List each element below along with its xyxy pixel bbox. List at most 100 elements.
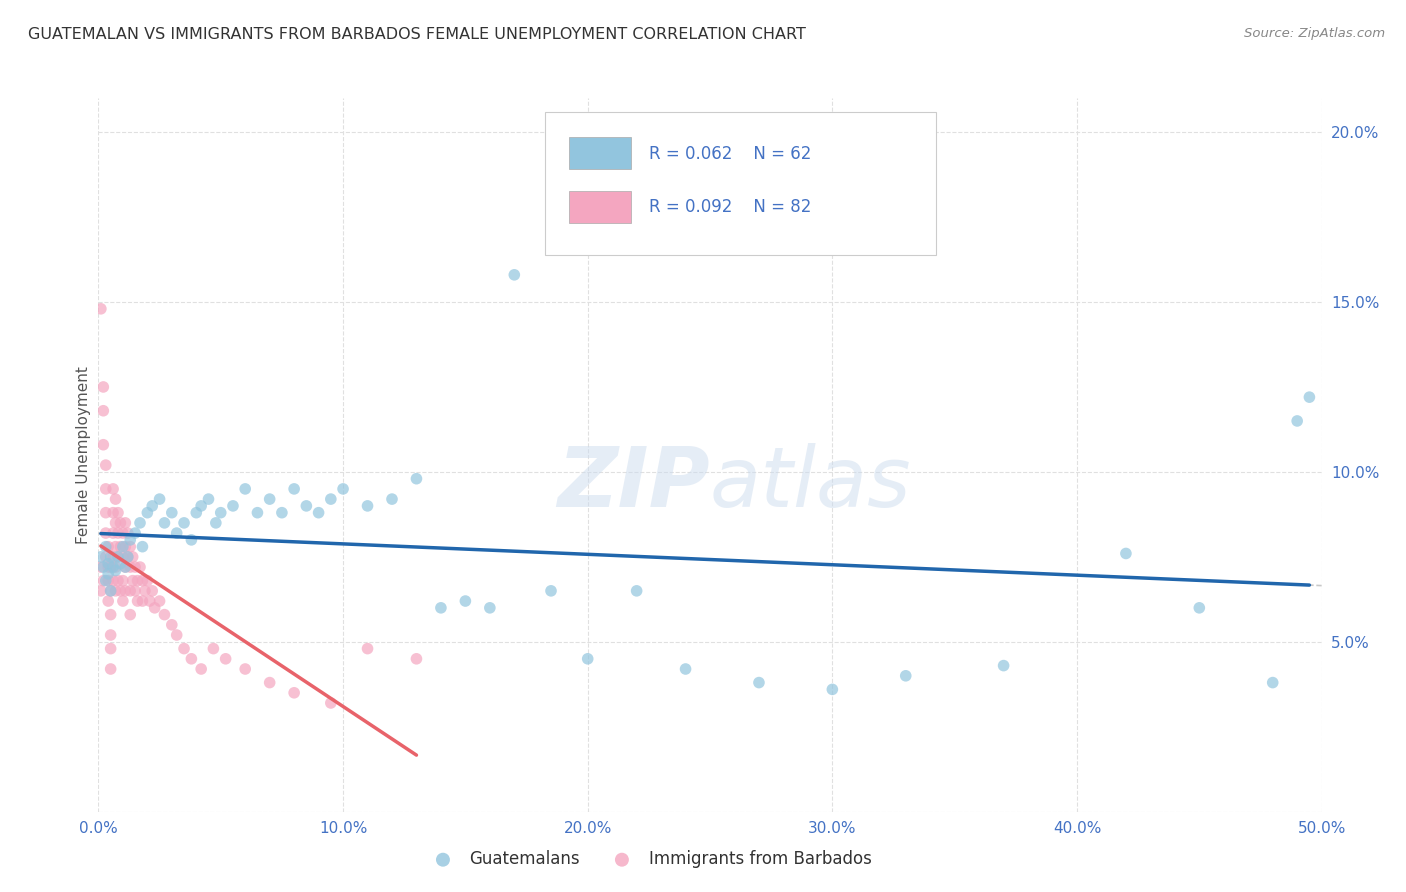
Point	[675, 662, 697, 676]
Y-axis label: Female Unemployment: Female Unemployment	[76, 366, 91, 544]
Point	[107, 526, 129, 541]
Point	[124, 560, 146, 574]
Point	[120, 607, 142, 622]
Point	[107, 574, 129, 588]
Point	[100, 560, 122, 574]
Point	[101, 506, 124, 520]
Text: R = 0.092    N = 82: R = 0.092 N = 82	[648, 198, 811, 216]
Point	[117, 526, 139, 541]
Point	[101, 526, 124, 541]
Point	[120, 583, 142, 598]
Point	[100, 583, 122, 598]
Point	[100, 583, 122, 598]
Point	[97, 594, 120, 608]
FancyBboxPatch shape	[546, 112, 936, 255]
Point	[1261, 675, 1284, 690]
Point	[149, 594, 172, 608]
Point	[101, 560, 124, 574]
Text: GUATEMALAN VS IMMIGRANTS FROM BARBADOS FEMALE UNEMPLOYMENT CORRELATION CHART: GUATEMALAN VS IMMIGRANTS FROM BARBADOS F…	[28, 27, 806, 42]
Point	[104, 564, 127, 578]
Point	[124, 583, 146, 598]
Point	[114, 516, 136, 530]
Point	[104, 560, 127, 574]
Point	[97, 574, 120, 588]
Point	[160, 617, 183, 632]
Point	[180, 652, 202, 666]
Point	[308, 506, 330, 520]
Point	[100, 641, 122, 656]
Point	[197, 492, 219, 507]
Point	[111, 526, 134, 541]
Point	[319, 696, 342, 710]
Point	[1286, 414, 1309, 428]
Point	[100, 628, 122, 642]
Point	[259, 675, 281, 690]
Point	[114, 583, 136, 598]
Point	[141, 583, 163, 598]
Point	[626, 583, 648, 598]
Point	[107, 549, 129, 564]
Point	[160, 506, 183, 520]
Point	[90, 560, 112, 574]
Point	[91, 574, 114, 588]
Point	[141, 499, 163, 513]
Point	[233, 662, 256, 676]
Point	[114, 560, 136, 574]
Point	[104, 583, 127, 598]
Point	[104, 516, 127, 530]
Point	[205, 516, 228, 530]
Point	[90, 583, 112, 598]
Point	[136, 574, 159, 588]
Point	[101, 549, 124, 564]
Point	[259, 492, 281, 507]
Point	[134, 583, 156, 598]
Point	[104, 492, 127, 507]
Point	[117, 549, 139, 564]
Point	[117, 549, 139, 564]
Point	[100, 549, 122, 564]
Point	[129, 560, 152, 574]
Point	[101, 574, 124, 588]
Point	[94, 526, 117, 541]
Point	[405, 652, 427, 666]
Point	[107, 549, 129, 564]
Point	[319, 492, 342, 507]
Point	[356, 641, 378, 656]
Point	[209, 506, 232, 520]
Point	[131, 594, 153, 608]
Point	[283, 686, 305, 700]
Point	[91, 380, 114, 394]
Point	[104, 540, 127, 554]
Point	[94, 549, 117, 564]
Point	[166, 526, 188, 541]
Point	[270, 506, 294, 520]
Point	[503, 268, 526, 282]
Point	[110, 583, 132, 598]
Point	[110, 516, 132, 530]
Point	[97, 560, 120, 574]
Point	[90, 301, 112, 316]
Point	[233, 482, 256, 496]
Point	[111, 594, 134, 608]
Point	[1115, 546, 1137, 560]
Legend: Guatemalans, Immigrants from Barbados: Guatemalans, Immigrants from Barbados	[419, 844, 879, 875]
Point	[94, 540, 117, 554]
Point	[894, 669, 917, 683]
Point	[111, 574, 134, 588]
Point	[127, 574, 149, 588]
Point	[173, 641, 195, 656]
Point	[127, 594, 149, 608]
Point	[153, 516, 176, 530]
Point	[166, 628, 188, 642]
Point	[129, 516, 152, 530]
Point	[120, 540, 142, 554]
Point	[94, 506, 117, 520]
Point	[111, 540, 134, 554]
Point	[100, 662, 122, 676]
Point	[993, 658, 1015, 673]
Point	[540, 583, 562, 598]
FancyBboxPatch shape	[569, 191, 630, 223]
Point	[111, 549, 134, 564]
Point	[190, 499, 212, 513]
Point	[121, 574, 143, 588]
